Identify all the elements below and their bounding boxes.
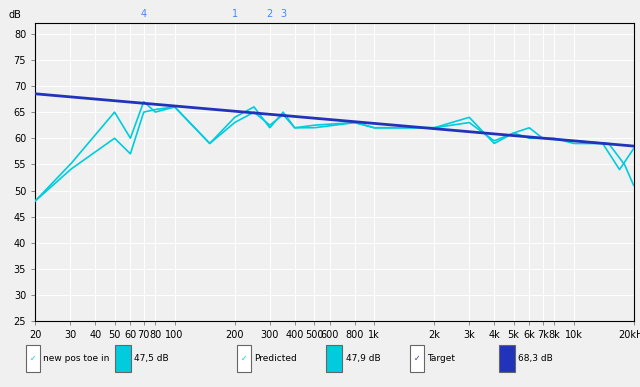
Bar (26, 345, 40, 372)
Bar (410, 345, 424, 372)
Text: Predicted: Predicted (254, 354, 297, 363)
Text: 3: 3 (280, 9, 286, 19)
Text: Target: Target (427, 354, 455, 363)
Bar (499, 345, 515, 372)
Text: dB: dB (8, 10, 21, 20)
Text: 68,3 dB: 68,3 dB (518, 354, 553, 363)
Text: 47,9 dB: 47,9 dB (346, 354, 380, 363)
Text: ✓: ✓ (241, 354, 247, 363)
Bar (237, 345, 251, 372)
Text: 47,5 dB: 47,5 dB (134, 354, 169, 363)
Bar (326, 345, 342, 372)
Text: new pos toe in: new pos toe in (43, 354, 109, 363)
Bar (115, 345, 131, 372)
Text: 2: 2 (267, 9, 273, 19)
Text: ✓: ✓ (413, 354, 420, 363)
Text: 1: 1 (232, 9, 237, 19)
Text: ✓: ✓ (29, 354, 36, 363)
Text: 4: 4 (141, 9, 147, 19)
